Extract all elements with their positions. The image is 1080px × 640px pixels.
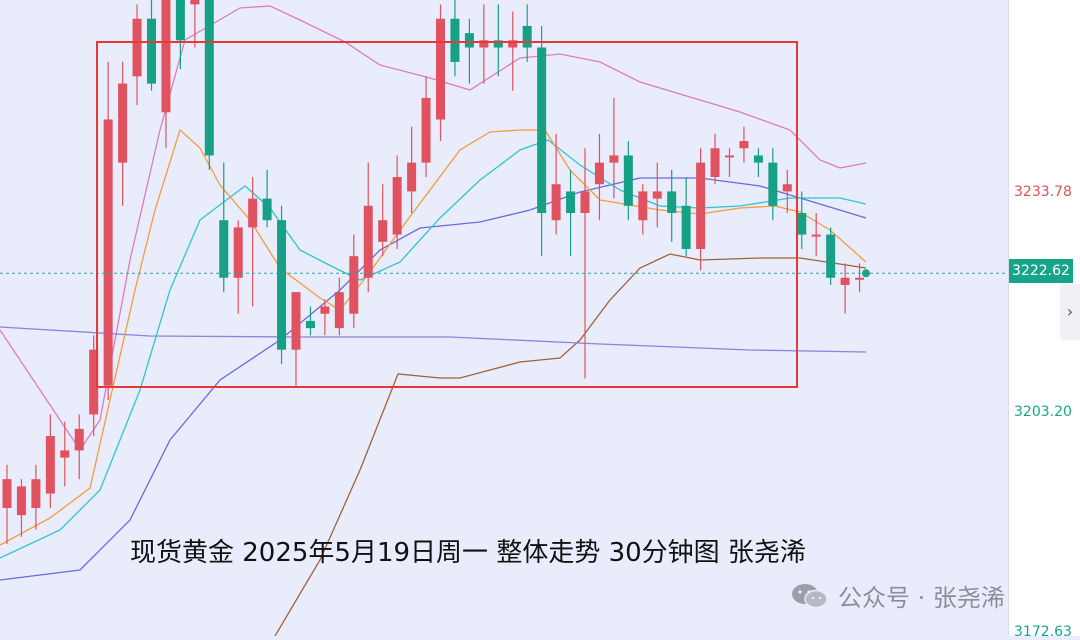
candle-body — [450, 18, 460, 62]
candle-body — [262, 198, 272, 221]
candle-body — [609, 155, 619, 163]
candle-body — [89, 349, 99, 415]
candle-body — [681, 205, 691, 249]
candle-body — [175, 0, 185, 41]
candle-body — [811, 234, 821, 237]
candle-body — [421, 97, 431, 163]
candle-body — [725, 155, 734, 158]
candlestick-chart — [0, 0, 1008, 636]
candle-body — [551, 184, 561, 221]
candle-body — [305, 320, 315, 329]
wechat-icon — [792, 583, 828, 608]
candle-body — [16, 486, 26, 516]
candle-body — [522, 25, 532, 48]
candle-body — [378, 220, 388, 242]
watermark: 公众号 · 张尧浠 — [790, 578, 1005, 613]
candle-body — [190, 0, 200, 5]
candle-body — [161, 0, 171, 113]
candle-body — [233, 227, 243, 278]
candle-body — [753, 155, 763, 163]
candle-body — [623, 155, 633, 206]
candle-body — [320, 306, 330, 314]
candle-body — [45, 436, 55, 494]
candle-body — [840, 277, 850, 285]
candle-body — [363, 205, 373, 278]
price-axis-label: 3233.78 — [1014, 184, 1072, 200]
candle-body — [782, 184, 792, 192]
candle-body — [277, 220, 287, 350]
candle-body — [2, 479, 12, 508]
candle-body — [537, 47, 547, 213]
candle-body — [855, 277, 865, 280]
boll-lower-line — [274, 253, 867, 636]
candle-body — [349, 256, 359, 314]
candle-body — [291, 292, 301, 350]
candle-body — [493, 40, 503, 48]
candle-body — [508, 40, 518, 48]
candle-body — [118, 83, 128, 163]
watermark-text: 公众号 · 张尧浠 — [838, 584, 1005, 612]
candle-body — [797, 213, 807, 235]
candle-body — [248, 198, 258, 228]
current-price-tag: 3222.62 — [1009, 259, 1073, 283]
candle-body — [31, 479, 41, 508]
ma-fast-line — [0, 128, 867, 546]
ma-long-line — [0, 326, 867, 353]
chart-caption: 现货黄金 2025年5月19日周一 整体走势 30分钟图 张尧浠 — [130, 538, 806, 568]
boll-upper-line — [0, 5, 867, 452]
price-axis-label: 3172.63 — [1014, 624, 1072, 640]
candle-body — [479, 40, 489, 48]
candle-body — [103, 119, 113, 386]
candle-body — [436, 18, 445, 120]
candle-body — [696, 162, 706, 249]
candle-body — [768, 162, 778, 206]
candle-body — [219, 220, 229, 278]
ma-mid-line — [0, 139, 867, 559]
current-price-dot — [862, 269, 870, 278]
candle-body — [132, 18, 142, 77]
candle-body — [739, 141, 749, 149]
candle-body — [334, 292, 344, 329]
candle-body — [407, 162, 417, 192]
candle-body — [566, 191, 576, 213]
candle-body — [594, 162, 604, 185]
candle-body — [826, 234, 836, 278]
candle-body — [638, 191, 648, 221]
candle-body — [392, 177, 402, 235]
candle-body — [464, 33, 474, 48]
chevron-right-icon: › — [1066, 302, 1074, 321]
candle-body — [74, 428, 84, 451]
candle-body — [60, 450, 70, 458]
candle-body — [710, 148, 720, 178]
price-axis-label: 3203.20 — [1014, 404, 1072, 420]
candle-body — [204, 0, 214, 156]
ma-slow-line — [0, 177, 867, 581]
range-box — [96, 41, 798, 388]
candle-body — [667, 191, 677, 213]
candle-body — [147, 18, 156, 84]
candle-body — [652, 191, 662, 199]
candle-body — [580, 191, 590, 213]
scroll-right-button[interactable]: › — [1060, 284, 1080, 340]
